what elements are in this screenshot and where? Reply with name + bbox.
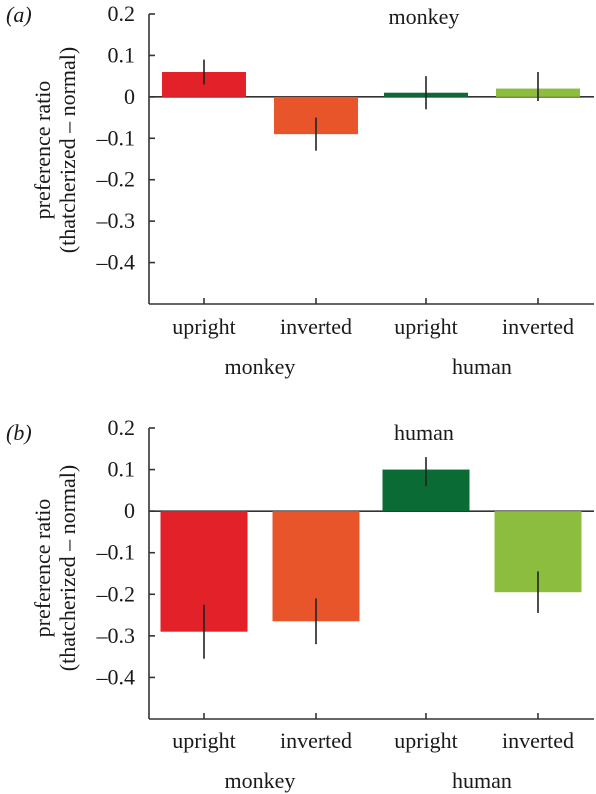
y-tick-label: –0.2	[96, 167, 136, 192]
y-tick-label: –0.3	[96, 623, 136, 648]
y-axis-label: preference ratio	[30, 81, 55, 220]
x-tick-label: upright	[394, 314, 458, 339]
y-tick-label: –0.1	[96, 125, 136, 150]
x-tick-label: upright	[394, 728, 458, 753]
y-tick-label: 0	[124, 84, 135, 109]
group-label: monkey	[225, 354, 296, 379]
chart-title: monkey	[389, 4, 460, 29]
y-tick-label: 0	[124, 498, 135, 523]
x-tick-label: inverted	[502, 314, 574, 339]
y-tick-label: –0.4	[96, 250, 136, 275]
y-tick-label: 0.1	[108, 42, 136, 67]
y-tick-label: –0.3	[96, 208, 136, 233]
x-tick-label: inverted	[280, 728, 352, 753]
y-tick-label: –0.4	[96, 664, 136, 689]
y-tick-label: 0.2	[108, 1, 136, 26]
panel-b: 0.2 0.1 0 –0.1 –0.2 –0.3 –0.4 upright inverted up…	[6, 415, 594, 793]
x-tick-label: inverted	[502, 728, 574, 753]
y-axis-label: preference ratio	[30, 499, 55, 638]
x-tick-label: inverted	[280, 314, 352, 339]
group-label: human	[452, 354, 512, 379]
panel-label: (a)	[6, 2, 32, 27]
panel-a: 0.2 0.1 0 –0.1 –0.2 –0.3 –0.4 upright inverted up…	[6, 1, 594, 379]
x-tick-label: upright	[172, 728, 236, 753]
panel-label: (b)	[6, 420, 32, 445]
y-tick-label: –0.2	[96, 581, 136, 606]
group-label: human	[452, 768, 512, 793]
y-tick-label: 0.2	[108, 415, 136, 440]
y-axis-label: (thatcherized – normal)	[55, 465, 80, 671]
y-axis-label: (thatcherized – normal)	[55, 47, 80, 253]
group-label: monkey	[225, 768, 296, 793]
x-tick-label: upright	[172, 314, 236, 339]
y-tick-label: –0.1	[96, 540, 136, 565]
y-tick-label: 0.1	[108, 457, 136, 482]
chart-title: human	[394, 420, 454, 445]
